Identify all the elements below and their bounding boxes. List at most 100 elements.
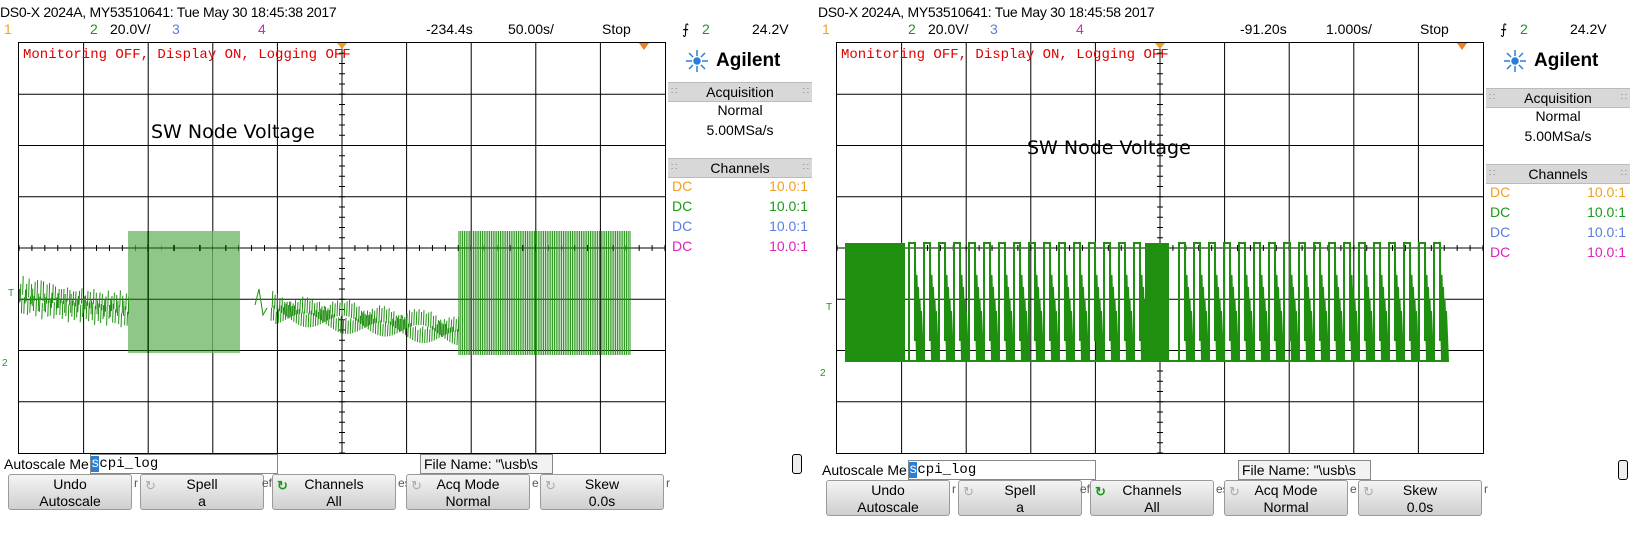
softkey-separator: r [952,482,956,496]
softkey-value: All [326,493,342,509]
grip-icon: ∷ [1489,92,1496,103]
undo-autoscale-button[interactable]: Undo Autoscale [826,480,950,516]
channels-title: Channels [710,160,770,176]
waveform-annotation: SW Node Voltage [1027,137,1191,159]
softkey-label: Skew [584,476,620,492]
channel-1-indicator[interactable]: 1 [4,21,12,37]
autoscale-menu-label: Autoscale Me [822,462,907,478]
sw-node-trace [19,231,631,355]
acq-mode-button[interactable]: ↻ Acq Mode Normal [406,474,530,510]
channel-probe: 10.0:1 [1587,224,1626,240]
grip-icon: ∷ [1620,92,1627,103]
text-cursor: s [91,456,100,472]
waveform-display[interactable]: Monitoring OFF, Display ON, Logging OFF … [18,42,666,454]
softkey-separator: ef [262,476,273,490]
rotate-icon: ↻ [1363,484,1374,499]
channel-2-indicator[interactable]: 2 [90,21,98,37]
delay-marker [1457,43,1467,50]
channel-row: DC 10.0:1 [672,238,808,258]
channels-title: Channels [1528,166,1588,182]
rotate-green-icon: ↻ [277,478,288,493]
autoscale-menu-label: Autoscale Me [4,456,89,472]
softkey-bar: Autoscale Me scpi_log File Name: "\usb\s… [0,452,812,528]
rotate-icon: ↻ [411,478,422,493]
agilent-logo: Agilent [1502,48,1598,74]
scope-screenshot-right: DS0-X 2024A, MY53510641: Tue May 30 18:4… [818,0,1630,528]
channel-probe: 10.0:1 [1587,204,1626,220]
filename-input[interactable]: scpi_log [90,454,278,474]
channel-probe: 10.0:1 [769,238,808,254]
trigger-edge-icon: ⨍ [682,21,690,37]
grip-icon: ∷ [802,162,809,173]
softkey-separator: r [1484,482,1488,496]
spell-button[interactable]: ↻ Spell a [958,480,1082,516]
skew-button[interactable]: ↻ Skew 0.0s [540,474,664,510]
scroll-handle[interactable] [792,454,802,474]
softkey-value: Normal [1263,499,1309,515]
brand-name: Agilent [716,50,781,71]
channel-3-indicator[interactable]: 3 [990,21,998,37]
scope-screenshot-left: DS0-X 2024A, MY53510641: Tue May 30 18:4… [0,0,812,528]
channel-row: DC 10.0:1 [672,178,808,198]
channel-probe: 10.0:1 [769,218,808,234]
skew-button[interactable]: ↻ Skew 0.0s [1358,480,1482,516]
side-panel: Agilent ∷ Acquisition ∷ Normal 5.00MSa/s… [1486,42,1630,452]
spell-button[interactable]: ↻ Spell a [140,474,264,510]
softkey-label: Spell [186,476,218,492]
channel-1-indicator[interactable]: 1 [822,21,830,37]
trigger-level-marker: T [826,302,833,313]
run-state[interactable]: Stop [602,21,631,37]
waveform-graticule [19,43,665,453]
sw-node-trace [908,242,1449,362]
trigger-edge-icon: ⨍ [1500,21,1508,37]
channel-coupling: DC [672,238,693,254]
channels-header: ∷ Channels ∷ [1486,164,1630,184]
channel-coupling: DC [1490,224,1511,240]
waveform-display[interactable]: Monitoring OFF, Display ON, Logging OFF … [836,42,1484,454]
side-panel: Agilent ∷ Acquisition ∷ Normal 5.00MSa/s… [668,42,812,452]
channel-2-indicator[interactable]: 2 [908,21,916,37]
channel-probe: 10.0:1 [1587,244,1626,260]
channel-coupling: DC [672,178,693,194]
acquisition-title: Acquisition [706,84,774,100]
channel-row: DC 10.0:1 [1490,244,1626,264]
acq-mode-button[interactable]: ↻ Acq Mode Normal [1224,480,1348,516]
run-state[interactable]: Stop [1420,21,1449,37]
filename-rest: cpi_log [99,456,159,472]
softkey-separator: r [666,476,670,490]
softkey-label: Channels [1122,482,1182,498]
softkey-label: Acq Mode [436,476,500,492]
softkey-separator: r [134,476,138,490]
channel-2-scale: 20.0V/ [928,21,969,37]
softkey-value: a [198,493,206,509]
file-name-field: File Name: "\usb\s [420,454,553,474]
channel-4-indicator[interactable]: 4 [1076,21,1084,37]
channel-3-indicator[interactable]: 3 [172,21,180,37]
acquisition-title: Acquisition [1524,90,1592,106]
grip-icon: ∷ [671,162,678,173]
agilent-logo: Agilent [684,48,780,74]
softkey-label: Acq Mode [1254,482,1318,498]
softkey-label: Undo [53,476,87,492]
trace-dense-block [1145,243,1169,361]
trigger-channel: 2 [702,21,710,37]
channels-button[interactable]: ↻ Channels All [1090,480,1214,516]
channel-probe: 10.0:1 [769,198,808,214]
filename-input[interactable]: scpi_log [908,460,1096,480]
channel-row: DC 10.0:1 [672,218,808,238]
waveform-graticule [837,43,1483,453]
scroll-handle[interactable] [1618,460,1628,480]
channel-row: DC 10.0:1 [1490,184,1626,204]
text-cursor: s [909,462,918,478]
softkey-bar: Autoscale Me scpi_log File Name: "\usb\s… [818,458,1630,534]
grip-icon: ∷ [1489,168,1496,179]
acquisition-mode: Normal [717,102,763,118]
channel-4-indicator[interactable]: 4 [258,21,266,37]
undo-autoscale-button[interactable]: Undo Autoscale [8,474,132,510]
trigger-level: 24.2V [1570,21,1607,37]
rotate-green-icon: ↻ [1095,484,1106,499]
channels-button[interactable]: ↻ Channels All [272,474,396,510]
softkey-label: Skew [1402,482,1438,498]
rotate-icon: ↻ [145,478,156,493]
timebase-readout: 1.000s/ [1326,21,1372,37]
